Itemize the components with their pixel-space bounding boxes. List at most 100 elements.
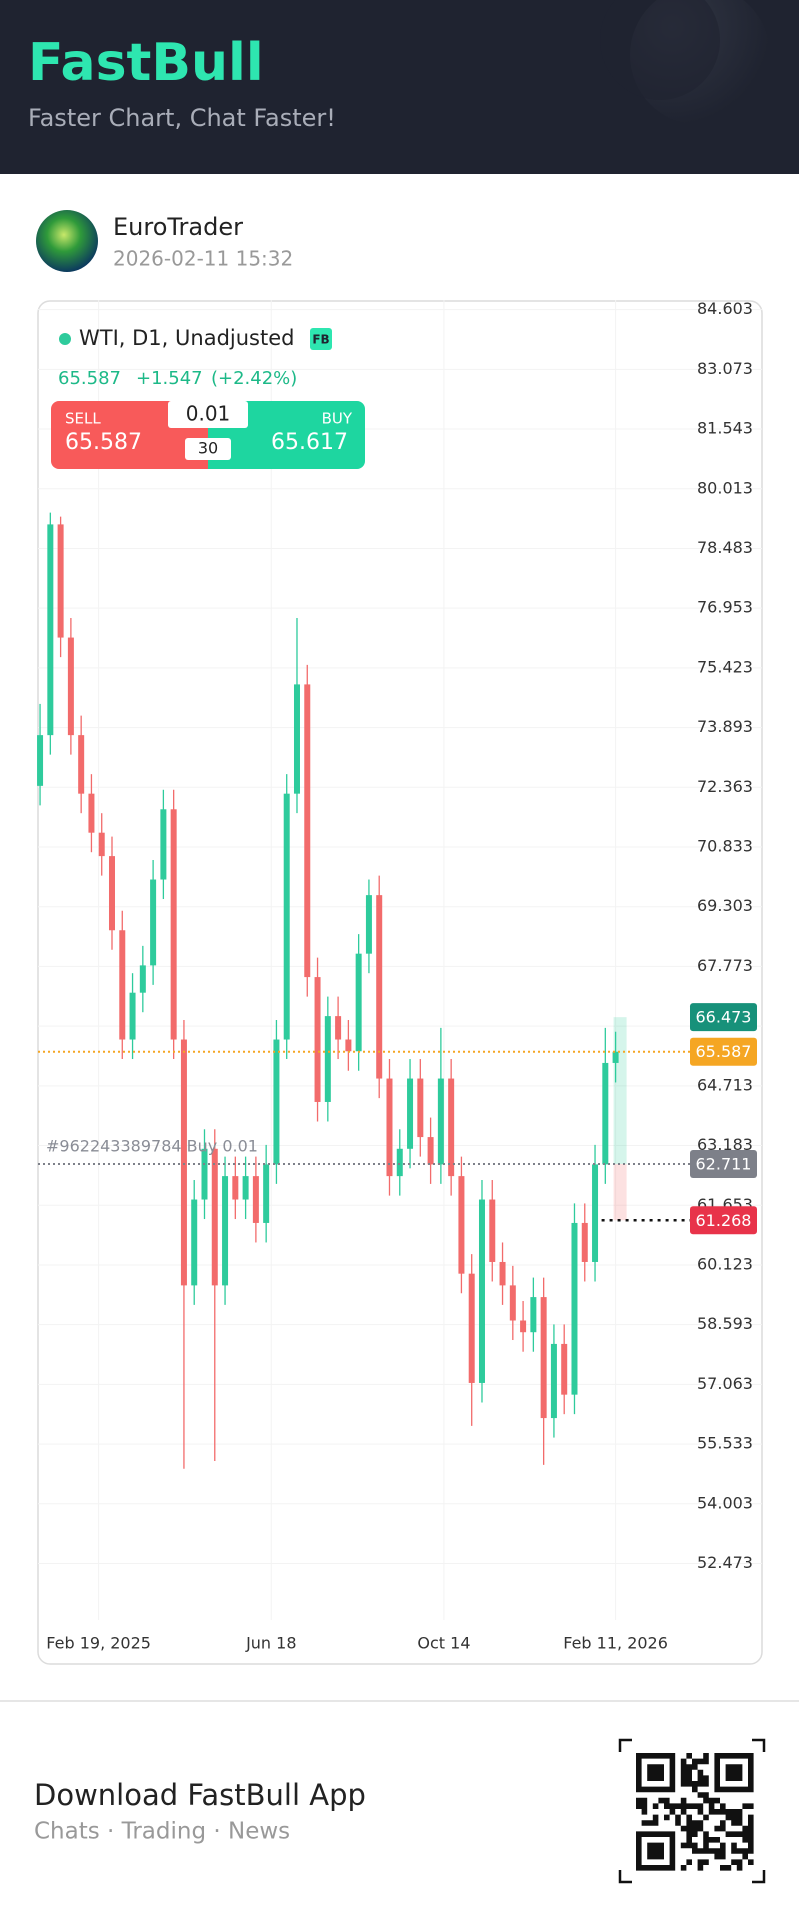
stop-loss-zone bbox=[613, 1163, 627, 1221]
candle-body bbox=[417, 1078, 424, 1138]
candle-body bbox=[355, 953, 362, 1052]
user-name: EuroTrader bbox=[113, 213, 243, 241]
qr-code bbox=[636, 1753, 754, 1871]
candle-body bbox=[57, 524, 64, 638]
spread-box bbox=[185, 438, 231, 460]
buy-label: BUY bbox=[322, 410, 353, 428]
candle-body bbox=[222, 1176, 229, 1286]
candle-body bbox=[324, 1016, 331, 1102]
take-profit-zone bbox=[613, 1017, 627, 1164]
sell-price: 65.587 bbox=[65, 430, 142, 455]
candle-body bbox=[427, 1137, 434, 1165]
y-tick-label: 76.953 bbox=[697, 598, 753, 617]
x-tick-label: Feb 11, 2026 bbox=[563, 1634, 668, 1653]
y-tick-label: 60.123 bbox=[697, 1254, 753, 1273]
candle-body bbox=[540, 1297, 547, 1419]
candle-body bbox=[293, 684, 300, 794]
candle-body bbox=[37, 735, 44, 786]
header-orb bbox=[600, 0, 720, 100]
candle-body bbox=[170, 809, 177, 1040]
post-time: 2026-02-11 15:32 bbox=[113, 247, 293, 271]
chart: Feb 19, 2025 Jun 18 Oct 14 Feb 11, 2026 84.6… bbox=[37, 299, 762, 1653]
y-tick-label: 80.013 bbox=[697, 478, 753, 497]
sell-label: SELL bbox=[65, 410, 101, 428]
candle-body bbox=[211, 1148, 218, 1286]
candle-body bbox=[448, 1078, 455, 1177]
spread: 30 bbox=[198, 439, 218, 458]
y-tick-label: 75.423 bbox=[697, 657, 753, 676]
footer-subtitle: Chats · Trading · News bbox=[34, 1819, 290, 1845]
candle-body bbox=[88, 793, 95, 833]
price-tag-label: 61.268 bbox=[696, 1211, 752, 1230]
y-tick-label: 58.593 bbox=[697, 1314, 753, 1333]
price-tag-label: 62.711 bbox=[696, 1154, 752, 1173]
candle-body bbox=[489, 1199, 496, 1262]
y-tick-label: 78.483 bbox=[697, 538, 753, 557]
candle-body bbox=[119, 930, 126, 1040]
badge-text: FB bbox=[312, 333, 329, 347]
candle-body bbox=[520, 1320, 527, 1333]
candle-body bbox=[561, 1343, 568, 1395]
status-dot bbox=[59, 333, 71, 345]
avatar bbox=[36, 210, 98, 272]
candle-body bbox=[602, 1062, 609, 1165]
candle-body bbox=[581, 1222, 588, 1262]
quote-change-pct: (+2.42%) bbox=[211, 368, 297, 389]
y-tick-label: 72.363 bbox=[697, 777, 753, 796]
candle-body bbox=[478, 1199, 485, 1383]
order-label: #962243389784 Buy 0.01 bbox=[46, 1136, 258, 1155]
candle-body bbox=[242, 1176, 249, 1200]
symbol: WTI, D1, Unadjusted bbox=[79, 326, 294, 350]
y-tick-label: 67.773 bbox=[697, 956, 753, 975]
x-tick-label: Oct 14 bbox=[417, 1634, 470, 1653]
candle-body bbox=[365, 895, 372, 954]
badge bbox=[310, 328, 332, 350]
candle-body bbox=[314, 977, 321, 1102]
y-tick-label: 70.833 bbox=[697, 837, 753, 856]
candle-body bbox=[437, 1078, 444, 1165]
candle-body bbox=[47, 524, 54, 736]
buy-price: 65.617 bbox=[271, 430, 348, 455]
y-tick-label: 57.063 bbox=[697, 1374, 753, 1393]
chart-header: WTI, D1, Unadjusted FB 65.587 +1.547 (+2… bbox=[51, 326, 365, 469]
candle-body bbox=[78, 735, 85, 794]
y-tick-label: 73.893 bbox=[697, 717, 753, 736]
candle-body bbox=[150, 879, 157, 966]
candle-body bbox=[530, 1297, 537, 1333]
candle-body bbox=[283, 793, 290, 1040]
candle-body bbox=[139, 965, 146, 993]
candle-body bbox=[407, 1078, 414, 1149]
candle-body bbox=[129, 992, 136, 1040]
candle-body bbox=[98, 832, 105, 857]
price-tag bbox=[690, 1206, 757, 1235]
y-tick-label: 81.543 bbox=[697, 419, 753, 438]
candle-body bbox=[396, 1148, 403, 1177]
candle-body bbox=[592, 1164, 599, 1262]
lot-box[interactable] bbox=[168, 401, 248, 428]
brand: FastBull bbox=[28, 33, 264, 93]
y-tick-label: 83.073 bbox=[697, 359, 753, 378]
candle-body bbox=[499, 1261, 506, 1286]
candle-body bbox=[345, 1039, 352, 1052]
lot: 0.01 bbox=[186, 402, 231, 426]
price-tag bbox=[690, 1003, 757, 1032]
qr-modules bbox=[636, 1753, 754, 1871]
qr-frame bbox=[618, 1738, 766, 1884]
candle-body bbox=[468, 1273, 475, 1383]
y-tick-label: 64.713 bbox=[697, 1075, 753, 1094]
candle-body bbox=[191, 1199, 198, 1286]
price-tag bbox=[690, 1149, 757, 1178]
candle-body bbox=[304, 684, 311, 978]
candle-body bbox=[376, 895, 383, 1079]
y-tick-label: 55.533 bbox=[697, 1434, 753, 1453]
quote-price: 65.587 bbox=[58, 368, 121, 389]
tagline: Faster Chart, Chat Faster! bbox=[28, 104, 336, 132]
y-tick-label: 52.473 bbox=[697, 1553, 753, 1572]
candle-body bbox=[458, 1176, 465, 1274]
candle-body bbox=[252, 1176, 259, 1223]
candle-body bbox=[550, 1343, 557, 1419]
candle-body bbox=[232, 1176, 239, 1200]
candle-body bbox=[108, 856, 115, 931]
